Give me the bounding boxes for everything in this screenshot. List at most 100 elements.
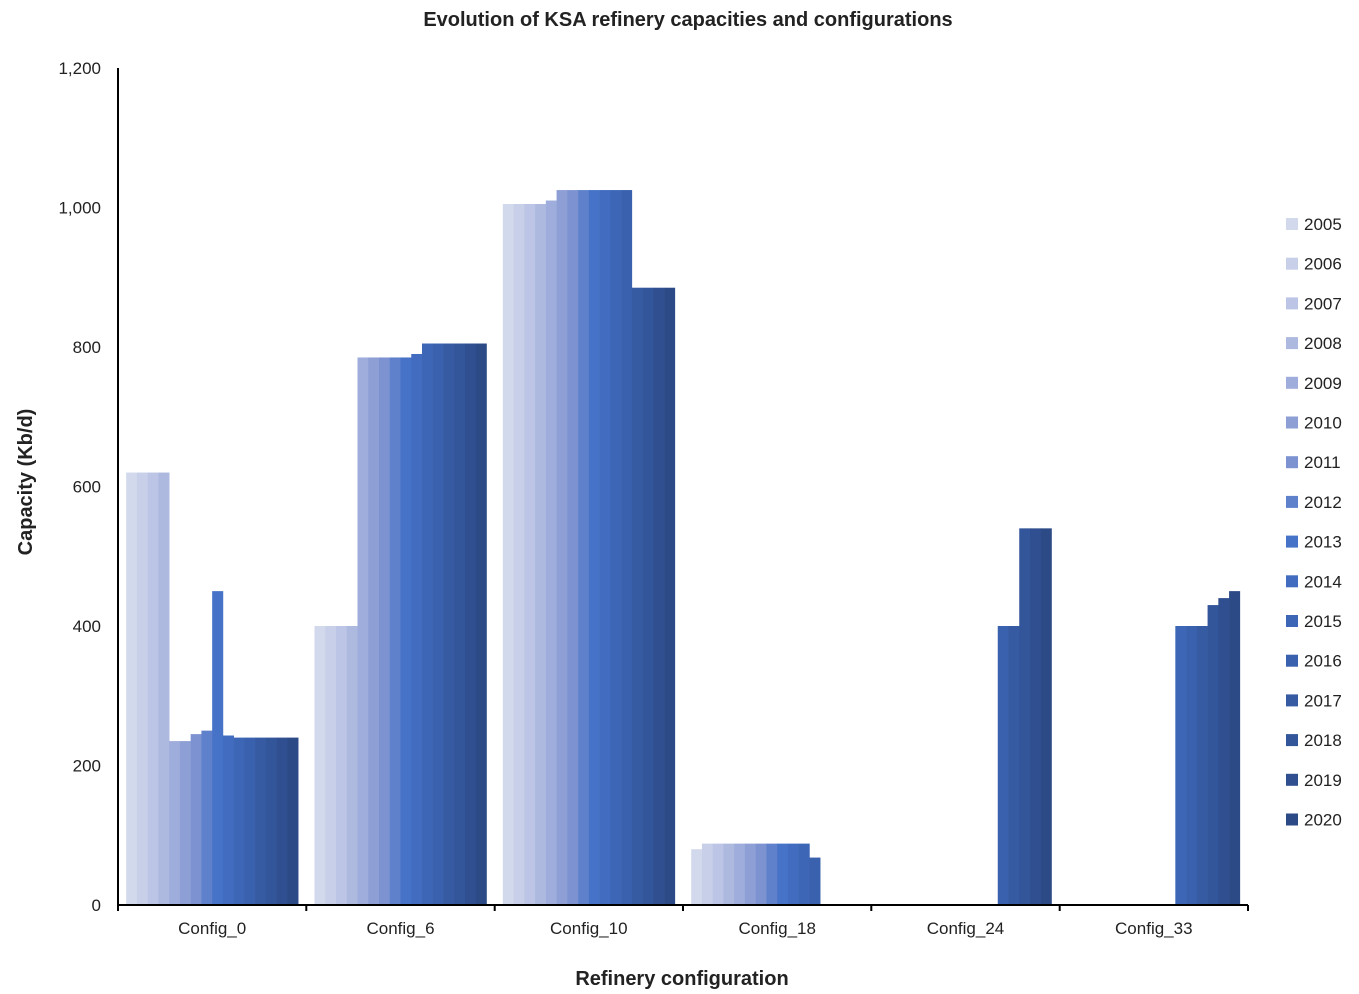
y-tick-label: 600: [73, 478, 101, 497]
y-tick-label: 1,000: [58, 199, 101, 218]
legend-label-2015: 2015: [1304, 612, 1342, 631]
bar-Config_6-2008: [346, 626, 358, 905]
bar-Config_6-2006: [325, 626, 337, 905]
legend-swatch-2012: [1286, 495, 1298, 508]
bar-Config_33-2015: [1175, 626, 1187, 905]
bar-Config_18-2011: [755, 843, 767, 905]
bar-Config_18-2012: [766, 843, 778, 905]
x-ticks-group: Config_0 Config_6 Config_10 Config_18 Config…: [117, 905, 1249, 938]
bar-Config_0-2019: [276, 737, 288, 905]
bar-Config_33-2020: [1229, 591, 1241, 906]
bar-Config_18-2014: [787, 843, 799, 905]
x-tick-label: Config_24: [927, 919, 1005, 938]
bar-Config_6-2019: [465, 343, 477, 905]
bar-Config_0-2009: [169, 741, 181, 905]
bar-Config_24-2020: [1040, 528, 1052, 905]
bar-Config_10-2014: [599, 190, 611, 905]
legend: 2005 2006 2007 2008 2009 2010 2011 2012 2013 2014…: [1286, 215, 1342, 830]
bar-Config_18-2010: [744, 843, 756, 905]
bar-Config_10-2009: [545, 200, 557, 905]
bar-Config_6-2007: [336, 626, 348, 905]
bar-Config_10-2016: [621, 190, 633, 905]
bar-Config_33-2019: [1218, 598, 1230, 905]
bar-Config_33-2016: [1186, 626, 1198, 905]
bar-Config_6-2012: [389, 357, 401, 906]
bar-Config_6-2013: [400, 357, 412, 906]
legend-label-2016: 2016: [1304, 652, 1342, 671]
legend-label-2013: 2013: [1304, 533, 1342, 552]
bar-Config_6-2009: [357, 357, 369, 906]
bar-Config_18-2008: [723, 843, 735, 905]
legend-label-2009: 2009: [1304, 374, 1342, 393]
legend-swatch-2005: [1286, 218, 1298, 230]
bar-Config_0-2008: [158, 472, 170, 905]
legend-label-2018: 2018: [1304, 731, 1342, 750]
bar-Config_18-2007: [712, 843, 724, 905]
legend-swatch-2013: [1286, 535, 1298, 548]
bar-Config_33-2018: [1207, 605, 1219, 905]
x-tick-label: Config_0: [178, 919, 246, 938]
bar-Config_10-2018: [642, 287, 654, 906]
y-tick-label: 0: [92, 896, 101, 915]
chart-title: Evolution of KSA refinery capacities and…: [423, 9, 952, 31]
x-tick-label: Config_33: [1115, 919, 1193, 938]
bar-Config_0-2016: [244, 737, 256, 905]
y-tick-label: 400: [73, 617, 101, 636]
bar-Config_6-2011: [379, 357, 391, 906]
legend-label-2010: 2010: [1304, 414, 1342, 433]
legend-label-2008: 2008: [1304, 334, 1342, 353]
bar-Config_10-2013: [588, 190, 600, 905]
bar-Config_10-2010: [556, 190, 568, 905]
bar-Config_0-2012: [201, 730, 213, 906]
bar-Config_18-2015: [798, 843, 810, 905]
bar-Config_24-2018: [1019, 528, 1031, 905]
legend-label-2019: 2019: [1304, 771, 1342, 790]
bar-Config_10-2007: [524, 204, 536, 905]
x-tick-label: Config_6: [366, 919, 434, 938]
legend-swatch-2019: [1286, 773, 1298, 786]
bar-Config_18-2013: [777, 843, 789, 905]
bar-Config_0-2014: [222, 735, 234, 905]
bar-Config_6-2018: [454, 343, 466, 905]
bars-group: [126, 190, 1241, 906]
legend-swatch-2010: [1286, 416, 1298, 429]
bar-Config_10-2015: [610, 190, 622, 905]
legend-label-2017: 2017: [1304, 691, 1342, 710]
bar-Config_6-2014: [411, 353, 423, 906]
bar-Config_0-2018: [265, 737, 277, 905]
bar-Config_18-2006: [701, 843, 713, 905]
bar-Config_0-2007: [147, 472, 159, 905]
bar-Config_0-2015: [233, 737, 245, 905]
legend-swatch-2020: [1286, 813, 1298, 826]
legend-label-2011: 2011: [1304, 453, 1341, 472]
bar-Config_24-2017: [1008, 626, 1020, 905]
bar-Config_6-2020: [475, 343, 487, 905]
y-tick-label: 800: [73, 338, 101, 357]
bar-Config_10-2019: [653, 287, 665, 906]
bar-Config_0-2013: [212, 591, 224, 906]
bar-Config_0-2017: [255, 737, 267, 905]
bar-Config_10-2008: [535, 204, 547, 905]
bar-Config_33-2017: [1196, 626, 1208, 905]
legend-label-2006: 2006: [1304, 255, 1342, 274]
x-tick-label: Config_10: [550, 919, 628, 938]
legend-swatch-2017: [1286, 694, 1298, 707]
legend-swatch-2011: [1286, 456, 1298, 469]
bar-Config_10-2020: [664, 287, 676, 906]
bar-Config_0-2020: [287, 737, 299, 905]
bar-Config_10-2011: [567, 190, 579, 905]
legend-label-2007: 2007: [1304, 294, 1342, 313]
bar-Config_10-2012: [578, 190, 590, 905]
bar-Config_0-2011: [190, 734, 202, 905]
legend-label-2012: 2012: [1304, 493, 1342, 512]
bar-Config_10-2006: [513, 204, 525, 905]
bar-Config_6-2015: [422, 343, 434, 905]
bar-Config_10-2005: [502, 204, 514, 905]
legend-swatch-2007: [1286, 297, 1298, 310]
y-tick-label: 200: [73, 757, 101, 776]
bar-Config_0-2006: [136, 472, 148, 905]
bar-Config_0-2010: [179, 741, 191, 905]
legend-swatch-2006: [1286, 257, 1298, 270]
bar-Config_24-2019: [1030, 528, 1042, 905]
